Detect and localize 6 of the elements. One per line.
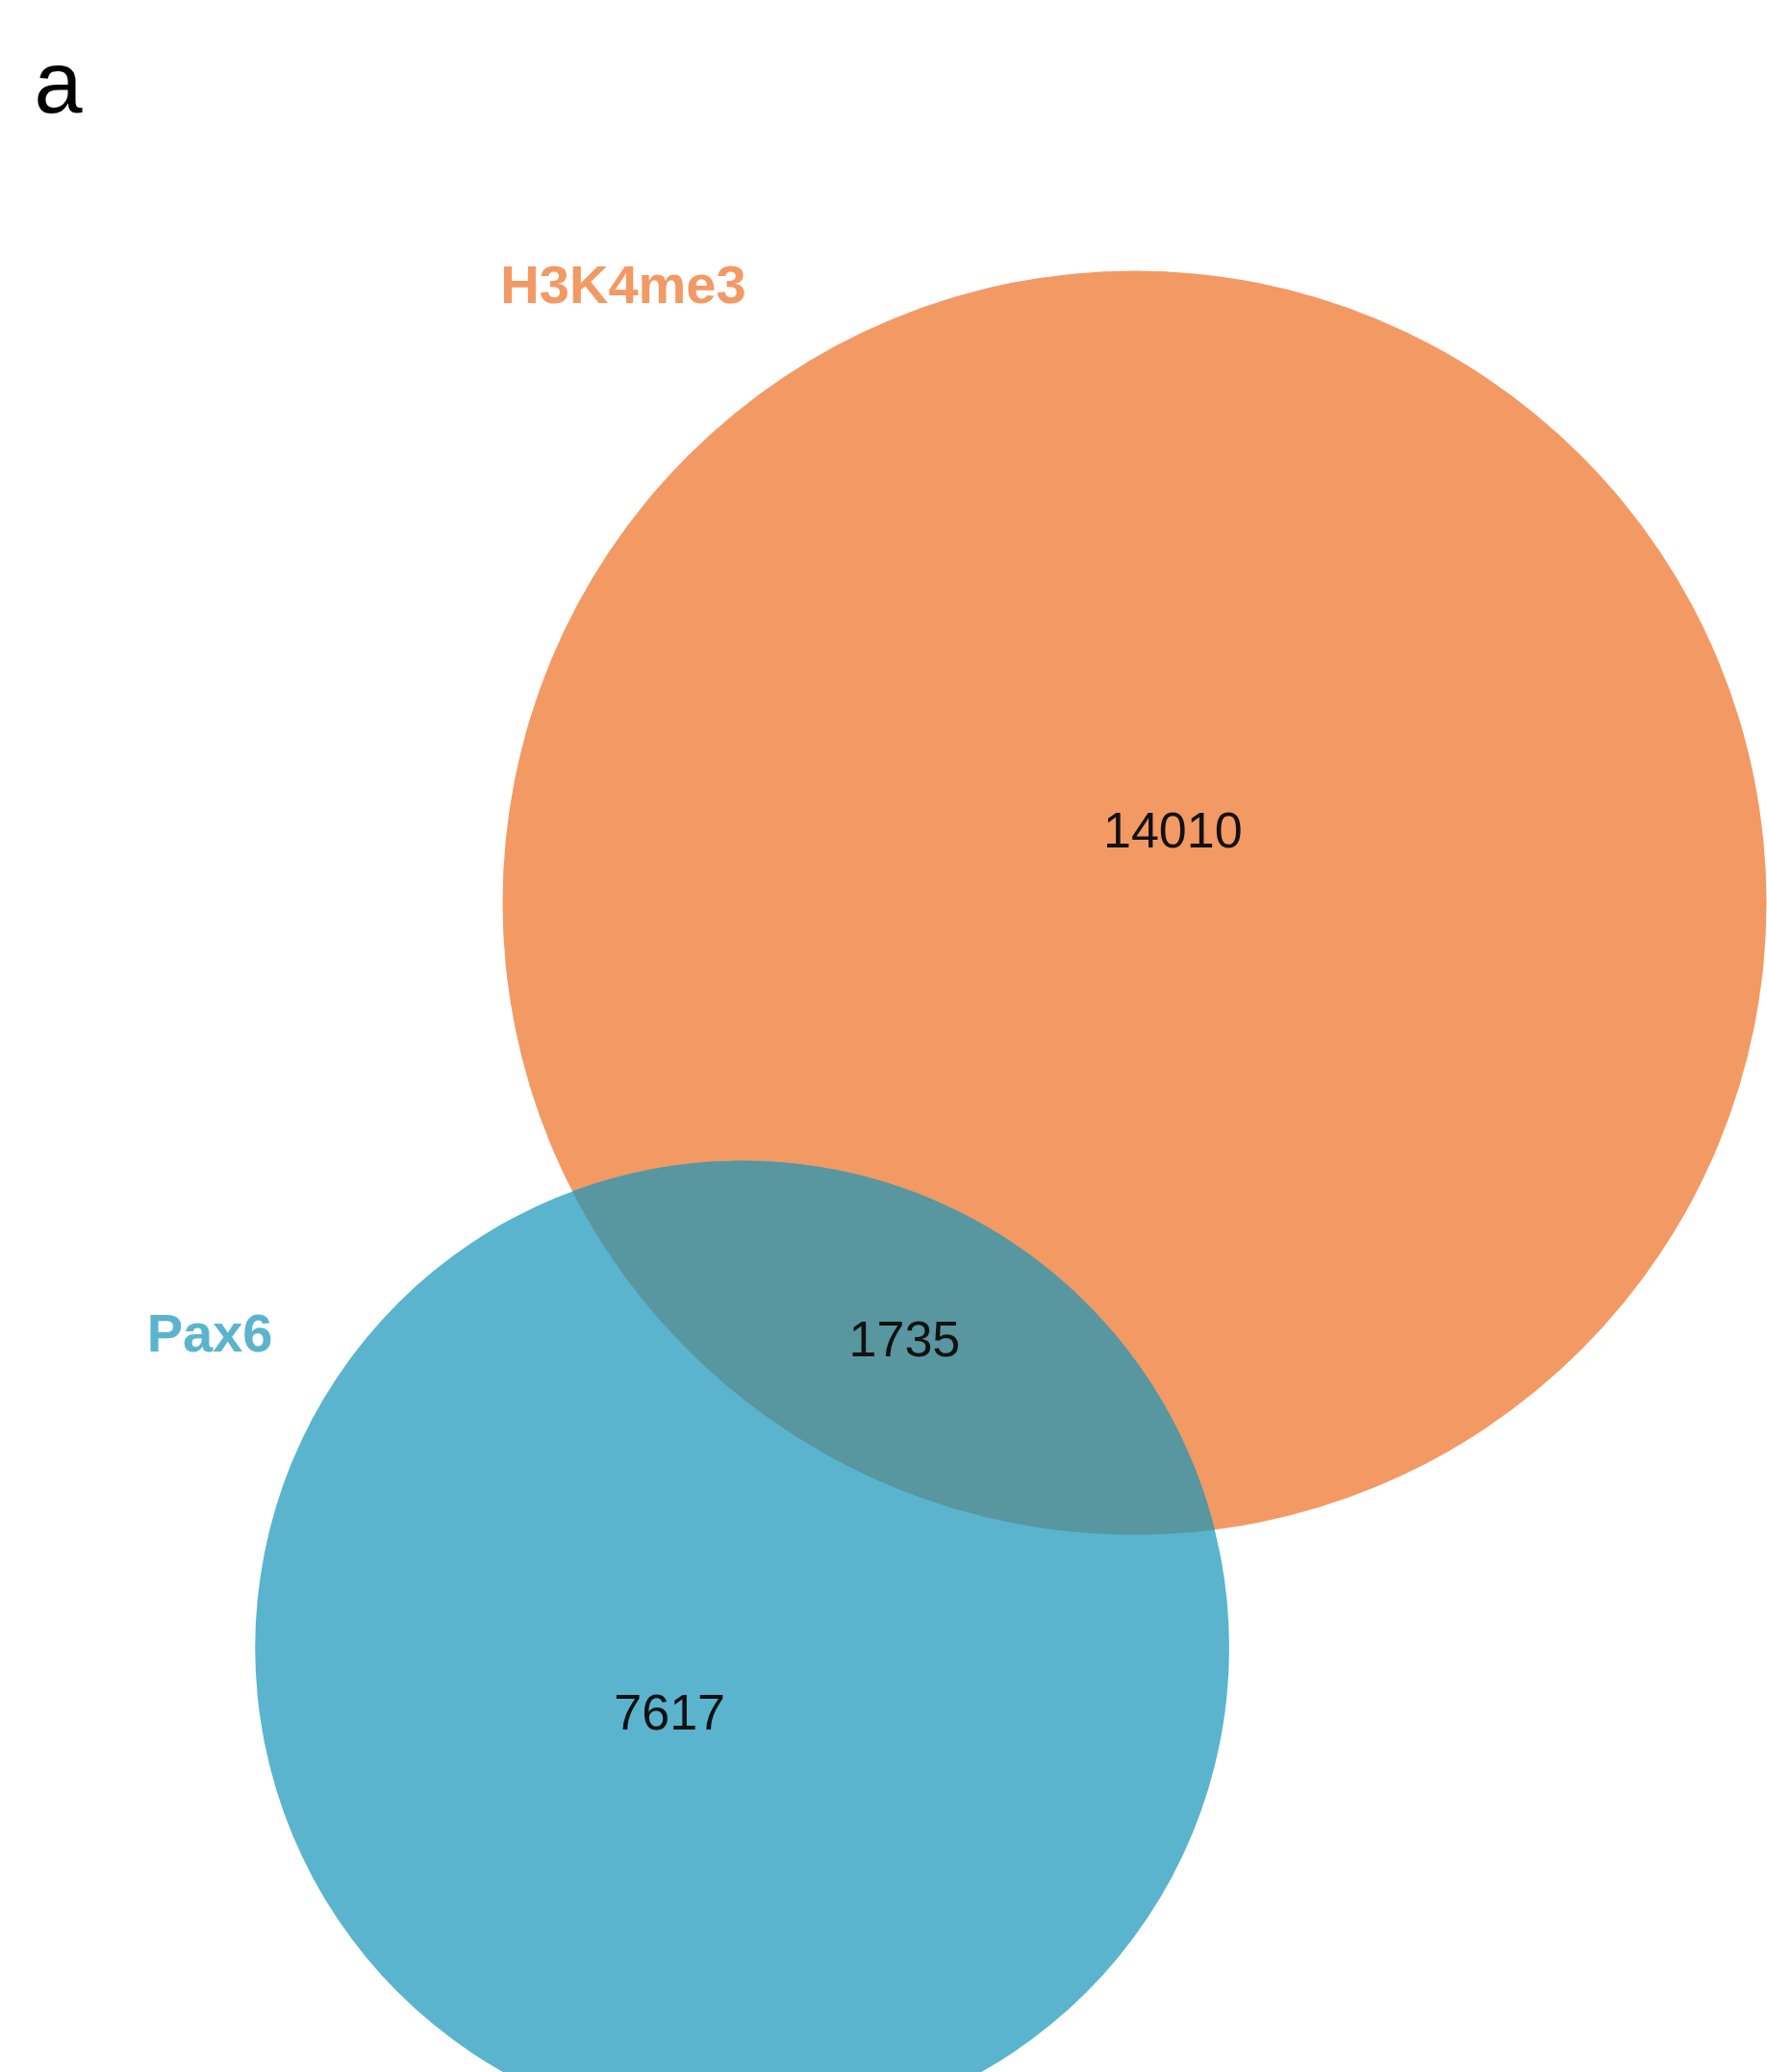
data-label: 14010 (1103, 801, 1243, 858)
text: a (34, 34, 84, 131)
data-label: 7617 (614, 1684, 726, 1741)
category-label: H3K4me3 (500, 253, 746, 315)
data-label: 1735 (848, 1311, 961, 1368)
category-label: Pax6 (146, 1302, 273, 1364)
